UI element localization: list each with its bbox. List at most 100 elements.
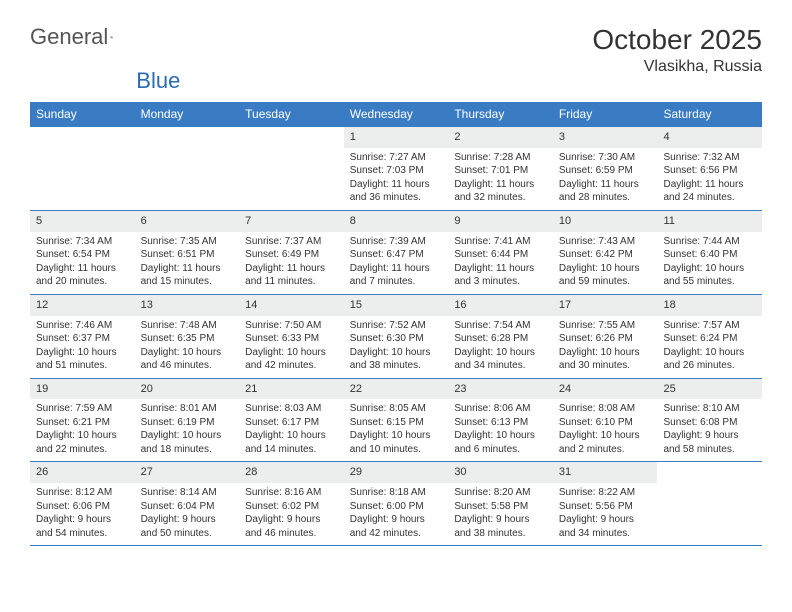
sunset-text: Sunset: 6:04 PM [141, 500, 234, 514]
sunset-text: Sunset: 6:40 PM [663, 248, 756, 262]
day-cell: 10Sunrise: 7:43 AMSunset: 6:42 PMDayligh… [553, 211, 658, 294]
daylight-text: Daylight: 11 hours and 15 minutes. [141, 262, 234, 289]
calendar-page: General October 2025 Vlasikha, Russia Ge… [0, 0, 792, 566]
day-content: Sunrise: 8:18 AMSunset: 6:00 PMDaylight:… [344, 483, 449, 545]
day-content: Sunrise: 8:10 AMSunset: 6:08 PMDaylight:… [657, 399, 762, 461]
day-content: Sunrise: 8:22 AMSunset: 5:56 PMDaylight:… [553, 483, 658, 545]
day-number: 20 [135, 379, 240, 400]
day-cell: 23Sunrise: 8:06 AMSunset: 6:13 PMDayligh… [448, 379, 553, 462]
sunset-text: Sunset: 6:44 PM [454, 248, 547, 262]
day-content: Sunrise: 7:54 AMSunset: 6:28 PMDaylight:… [448, 316, 553, 378]
day-content: Sunrise: 7:41 AMSunset: 6:44 PMDaylight:… [448, 232, 553, 294]
day-content: Sunrise: 7:48 AMSunset: 6:35 PMDaylight:… [135, 316, 240, 378]
day-cell [239, 127, 344, 210]
day-cell: 17Sunrise: 7:55 AMSunset: 6:26 PMDayligh… [553, 295, 658, 378]
daylight-text: Daylight: 9 hours and 38 minutes. [454, 513, 547, 540]
sunset-text: Sunset: 6:00 PM [350, 500, 443, 514]
day-number: 31 [553, 462, 658, 483]
weekday-header: Tuesday [239, 102, 344, 127]
daylight-text: Daylight: 11 hours and 11 minutes. [245, 262, 338, 289]
weekday-header: Sunday [30, 102, 135, 127]
sunrise-text: Sunrise: 7:30 AM [559, 151, 652, 165]
day-number: 3 [553, 127, 658, 148]
sunset-text: Sunset: 6:56 PM [663, 164, 756, 178]
day-cell: 20Sunrise: 8:01 AMSunset: 6:19 PMDayligh… [135, 379, 240, 462]
sunset-text: Sunset: 6:08 PM [663, 416, 756, 430]
day-cell: 11Sunrise: 7:44 AMSunset: 6:40 PMDayligh… [657, 211, 762, 294]
day-number: 30 [448, 462, 553, 483]
day-cell: 26Sunrise: 8:12 AMSunset: 6:06 PMDayligh… [30, 462, 135, 545]
day-number: 27 [135, 462, 240, 483]
sunrise-text: Sunrise: 7:35 AM [141, 235, 234, 249]
day-content: Sunrise: 8:16 AMSunset: 6:02 PMDaylight:… [239, 483, 344, 545]
day-cell: 18Sunrise: 7:57 AMSunset: 6:24 PMDayligh… [657, 295, 762, 378]
day-number: 1 [344, 127, 449, 148]
sunrise-text: Sunrise: 8:03 AM [245, 402, 338, 416]
daylight-text: Daylight: 10 hours and 14 minutes. [245, 429, 338, 456]
day-number: 19 [30, 379, 135, 400]
day-content: Sunrise: 8:01 AMSunset: 6:19 PMDaylight:… [135, 399, 240, 461]
day-cell: 8 Sunrise: 7:39 AMSunset: 6:47 PMDaylight… [344, 211, 449, 294]
daylight-text: Daylight: 11 hours and 7 minutes. [350, 262, 443, 289]
day-number: 4 [657, 127, 762, 148]
day-number: 15 [344, 295, 449, 316]
day-number: 11 [657, 211, 762, 232]
sunset-text: Sunset: 6:33 PM [245, 332, 338, 346]
day-content: Sunrise: 8:05 AMSunset: 6:15 PMDaylight:… [344, 399, 449, 461]
sunrise-text: Sunrise: 7:39 AM [350, 235, 443, 249]
day-cell: 28Sunrise: 8:16 AMSunset: 6:02 PMDayligh… [239, 462, 344, 545]
day-cell [135, 127, 240, 210]
daylight-text: Daylight: 10 hours and 6 minutes. [454, 429, 547, 456]
day-content: Sunrise: 7:30 AMSunset: 6:59 PMDaylight:… [553, 148, 658, 210]
day-number: 10 [553, 211, 658, 232]
sunset-text: Sunset: 6:30 PM [350, 332, 443, 346]
sunset-text: Sunset: 6:47 PM [350, 248, 443, 262]
sunset-text: Sunset: 6:59 PM [559, 164, 652, 178]
week-row: 12Sunrise: 7:46 AMSunset: 6:37 PMDayligh… [30, 295, 762, 379]
day-number: 25 [657, 379, 762, 400]
weekday-header: Thursday [448, 102, 553, 127]
daylight-text: Daylight: 10 hours and 38 minutes. [350, 346, 443, 373]
sunrise-text: Sunrise: 7:46 AM [36, 319, 129, 333]
day-cell: 2Sunrise: 7:28 AMSunset: 7:01 PMDaylight… [448, 127, 553, 210]
sunrise-text: Sunrise: 8:06 AM [454, 402, 547, 416]
sunset-text: Sunset: 7:01 PM [454, 164, 547, 178]
day-cell: 15 Sunrise: 7:52 AMSunset: 6:30 PMDayligh… [344, 295, 449, 378]
daylight-text: Daylight: 9 hours and 54 minutes. [36, 513, 129, 540]
day-content: Sunrise: 7:32 AMSunset: 6:56 PMDaylight:… [657, 148, 762, 210]
sunset-text: Sunset: 6:19 PM [141, 416, 234, 430]
sunrise-text: Sunrise: 7:48 AM [141, 319, 234, 333]
day-content: Sunrise: 7:59 AMSunset: 6:21 PMDaylight:… [30, 399, 135, 461]
day-content: Sunrise: 8:12 AMSunset: 6:06 PMDaylight:… [30, 483, 135, 545]
daylight-text: Daylight: 11 hours and 3 minutes. [454, 262, 547, 289]
sunset-text: Sunset: 6:13 PM [454, 416, 547, 430]
daylight-text: Daylight: 11 hours and 24 minutes. [663, 178, 756, 205]
sunrise-text: Sunrise: 7:32 AM [663, 151, 756, 165]
sunset-text: Sunset: 6:54 PM [36, 248, 129, 262]
calendar: SundayMondayTuesdayWednesdayThursdayFrid… [30, 102, 762, 546]
day-content: Sunrise: 7:35 AMSunset: 6:51 PMDaylight:… [135, 232, 240, 294]
day-cell: 13Sunrise: 7:48 AMSunset: 6:35 PMDayligh… [135, 295, 240, 378]
daylight-text: Daylight: 11 hours and 28 minutes. [559, 178, 652, 205]
day-number: 7 [239, 211, 344, 232]
daylight-text: Daylight: 11 hours and 20 minutes. [36, 262, 129, 289]
sunrise-text: Sunrise: 7:52 AM [350, 319, 443, 333]
sunset-text: Sunset: 6:02 PM [245, 500, 338, 514]
day-cell: 3Sunrise: 7:30 AMSunset: 6:59 PMDaylight… [553, 127, 658, 210]
day-cell: 16Sunrise: 7:54 AMSunset: 6:28 PMDayligh… [448, 295, 553, 378]
daylight-text: Daylight: 10 hours and 18 minutes. [141, 429, 234, 456]
sunrise-text: Sunrise: 7:41 AM [454, 235, 547, 249]
day-number: 6 [135, 211, 240, 232]
weekday-header: Friday [553, 102, 658, 127]
daylight-text: Daylight: 10 hours and 51 minutes. [36, 346, 129, 373]
sunrise-text: Sunrise: 7:54 AM [454, 319, 547, 333]
sunset-text: Sunset: 6:26 PM [559, 332, 652, 346]
day-number: 8 [344, 211, 449, 232]
daylight-text: Daylight: 9 hours and 34 minutes. [559, 513, 652, 540]
month-title: October 2025 [592, 24, 762, 56]
sunrise-text: Sunrise: 8:20 AM [454, 486, 547, 500]
week-row: 26Sunrise: 8:12 AMSunset: 6:06 PMDayligh… [30, 462, 762, 546]
day-cell: 21Sunrise: 8:03 AMSunset: 6:17 PMDayligh… [239, 379, 344, 462]
logo-text-blue: Blue [136, 68, 180, 94]
daylight-text: Daylight: 9 hours and 42 minutes. [350, 513, 443, 540]
